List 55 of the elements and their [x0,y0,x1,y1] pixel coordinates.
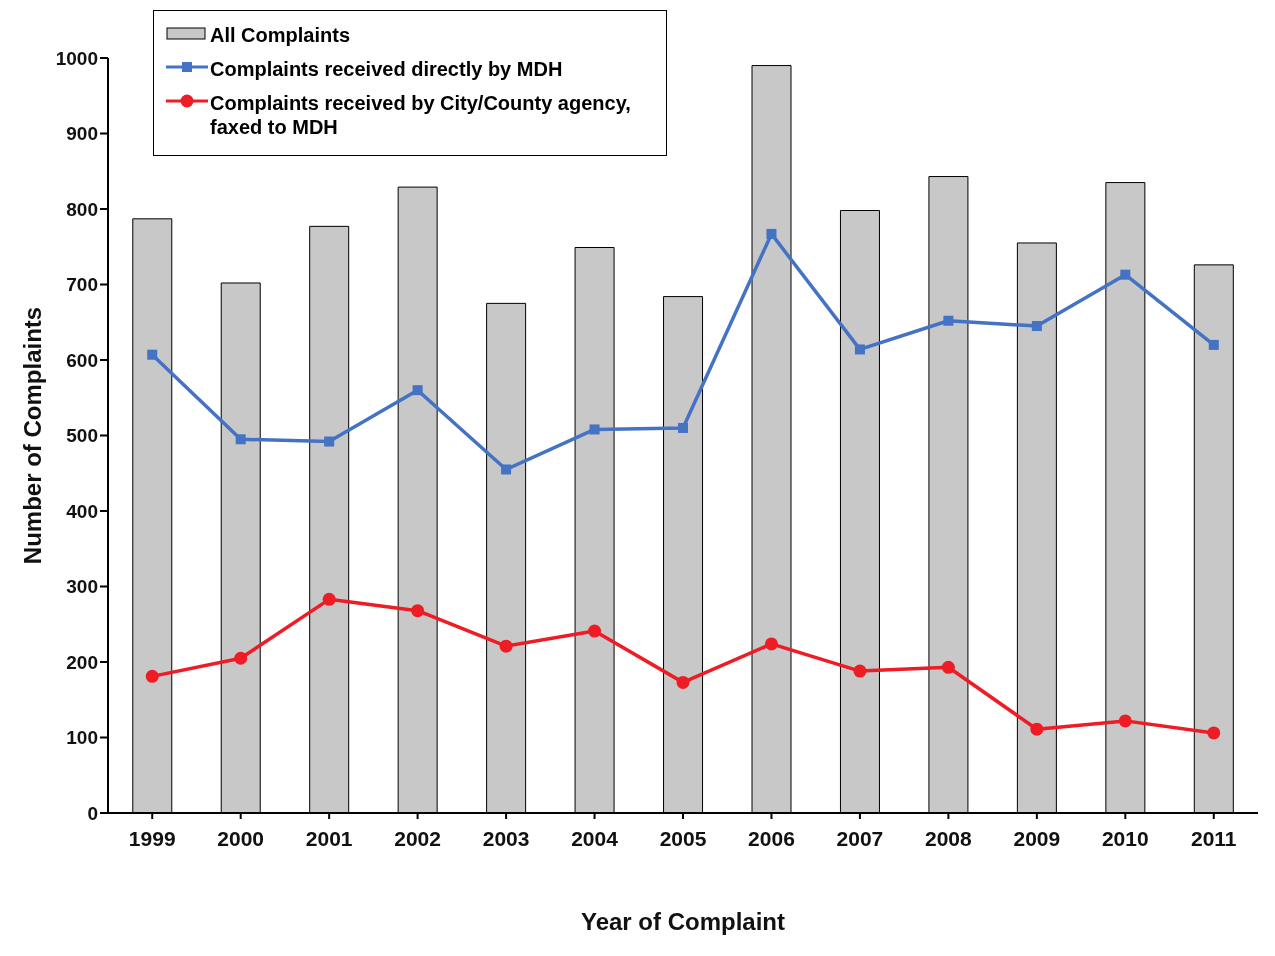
x-tick-label: 2007 [836,826,884,850]
x-tick-label: 2003 [482,826,530,850]
point [1031,321,1042,332]
x-tick-label: 2010 [1101,826,1149,850]
y-tick-label: 800 [66,198,98,220]
x-tick-label: 2006 [748,826,795,850]
point [499,639,513,653]
point [676,675,690,689]
x-tick-label: 2011 [1190,826,1237,850]
y-tick-label: 100 [66,727,98,749]
point [588,624,602,638]
point [145,669,159,683]
point [501,464,512,475]
point [764,637,778,651]
point [322,592,336,606]
point [1120,269,1131,280]
point [235,434,246,445]
point [1207,726,1221,740]
y-tick-label: 600 [66,349,98,371]
y-tick-label: 200 [66,651,98,673]
legend-label: All Complaints [210,23,351,47]
legend-label: Complaints received directly by MDH [210,57,563,81]
x-tick-label: 2004 [571,826,619,850]
point [854,344,865,355]
point [943,315,954,326]
point [1118,714,1132,728]
y-axis-title: Number of Complaints [18,306,46,565]
y-tick-label: 900 [66,123,98,145]
x-tick-label: 2002 [394,826,441,850]
y-tick-label: 500 [66,425,98,447]
point [589,424,600,435]
point [147,349,158,360]
y-tick-label: 700 [66,274,98,296]
point [412,385,423,396]
point [1030,722,1044,736]
x-axis-title: Year of Complaint [580,908,786,936]
point [234,651,248,665]
y-tick-label: 1000 [55,47,98,69]
x-tick-label: 2001 [305,826,353,850]
y-tick-label: 300 [66,576,98,598]
point [853,664,867,678]
point [766,228,777,239]
x-tick-label: 2000 [217,826,265,850]
x-tick-label: 2005 [659,826,707,850]
point [324,436,335,447]
point [941,660,955,674]
legend-label: Complaints received by City/County agency, faxed to MDH [210,91,632,139]
x-tick-label: 1999 [128,826,176,850]
x-tick-label: 2009 [1013,826,1061,850]
y-tick-label: 0 [87,802,98,824]
point [678,422,688,433]
x-tick-label: 2008 [925,826,973,850]
y-tick-label: 400 [66,500,98,522]
point [1208,339,1219,350]
point [411,604,425,618]
